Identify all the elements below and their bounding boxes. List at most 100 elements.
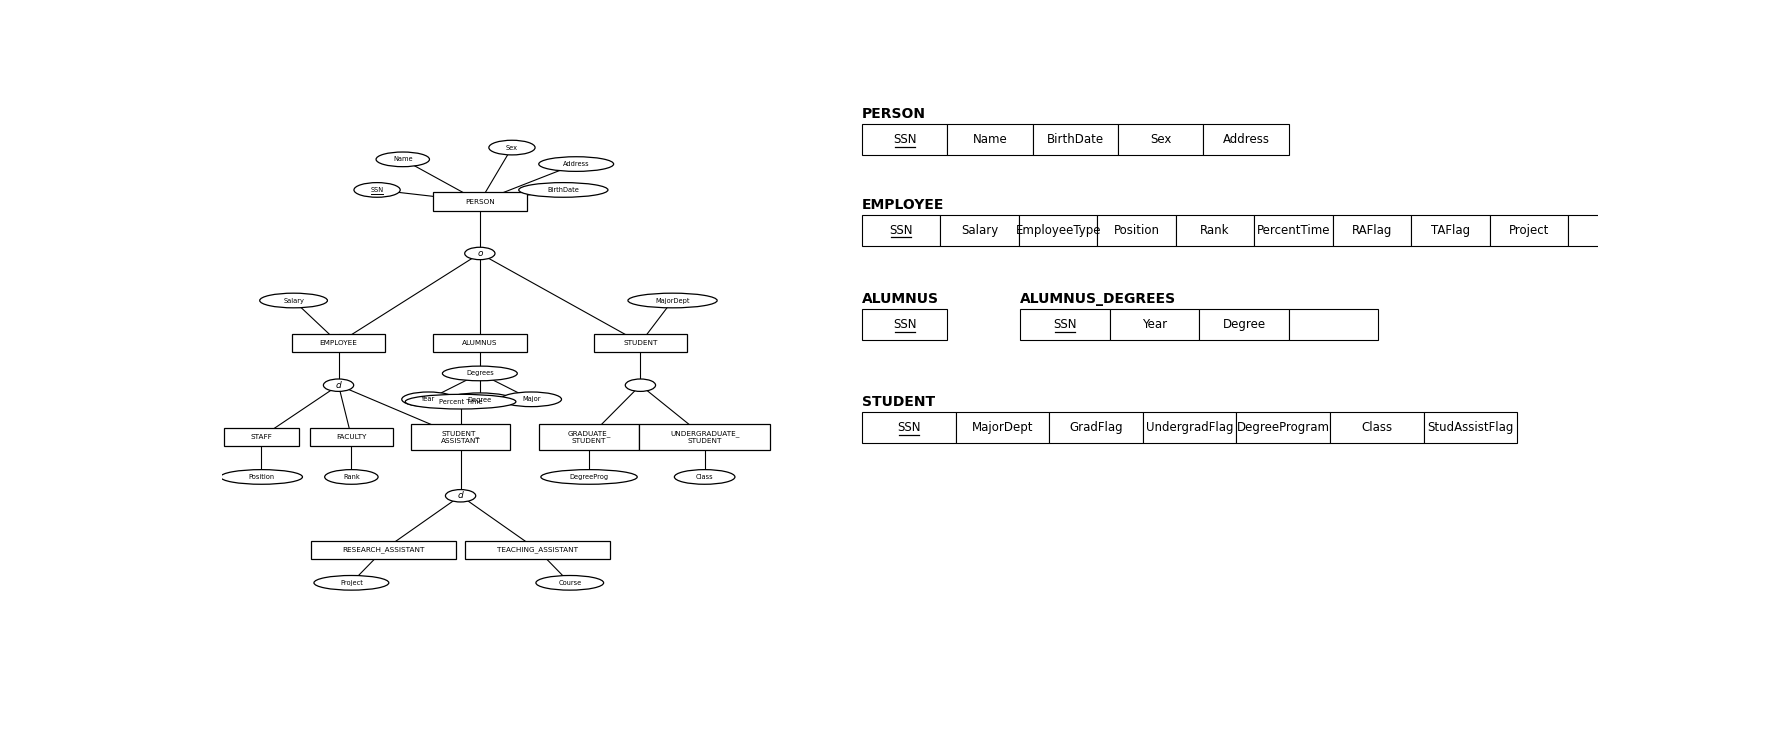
Text: PERSON: PERSON — [861, 108, 925, 122]
FancyBboxPatch shape — [311, 540, 456, 559]
Text: Rank: Rank — [343, 474, 361, 480]
Circle shape — [625, 379, 655, 392]
Ellipse shape — [501, 392, 561, 407]
Text: Year: Year — [421, 396, 435, 403]
Bar — [1204, 124, 1289, 155]
Ellipse shape — [675, 470, 735, 485]
FancyBboxPatch shape — [593, 334, 687, 352]
Text: Position: Position — [249, 474, 275, 480]
FancyBboxPatch shape — [639, 425, 771, 449]
Ellipse shape — [519, 182, 607, 197]
Circle shape — [465, 247, 496, 260]
Text: EMPLOYEE: EMPLOYEE — [861, 198, 945, 212]
FancyBboxPatch shape — [540, 425, 639, 449]
Circle shape — [446, 490, 476, 502]
Bar — [1019, 214, 1098, 246]
Ellipse shape — [220, 470, 302, 485]
Bar — [1050, 412, 1142, 443]
Ellipse shape — [538, 157, 614, 171]
Text: EmployeeType: EmployeeType — [1016, 224, 1101, 236]
Text: Year: Year — [1142, 318, 1167, 331]
Bar — [861, 124, 947, 155]
Text: UNDERGRADUATE_
STUDENT: UNDERGRADUATE_ STUDENT — [670, 430, 739, 444]
Text: SSN: SSN — [893, 133, 916, 146]
Text: StudAssistFlag: StudAssistFlag — [1428, 421, 1513, 434]
Bar — [1490, 214, 1568, 246]
FancyBboxPatch shape — [311, 427, 392, 447]
Ellipse shape — [377, 152, 430, 167]
Ellipse shape — [314, 575, 389, 590]
Text: EMPLOYEE: EMPLOYEE — [320, 340, 357, 346]
Bar — [1142, 412, 1236, 443]
Text: Project: Project — [339, 580, 362, 586]
Ellipse shape — [259, 294, 327, 308]
Text: Major: Major — [522, 396, 540, 403]
Text: FACULTY: FACULTY — [336, 434, 366, 440]
Bar — [1254, 214, 1332, 246]
Bar — [861, 309, 947, 340]
Ellipse shape — [325, 470, 378, 485]
Text: SSN: SSN — [1053, 318, 1076, 331]
FancyBboxPatch shape — [224, 427, 300, 447]
Ellipse shape — [405, 395, 515, 409]
Bar — [1176, 214, 1254, 246]
Ellipse shape — [442, 366, 517, 381]
Text: Position: Position — [1114, 224, 1160, 236]
Text: SSN: SSN — [893, 318, 916, 331]
Bar — [947, 124, 1032, 155]
Text: Course: Course — [558, 580, 581, 586]
Text: Salary: Salary — [961, 224, 998, 236]
Text: Sex: Sex — [506, 145, 519, 151]
Text: PERSON: PERSON — [465, 198, 496, 205]
Bar — [1412, 214, 1490, 246]
Ellipse shape — [401, 392, 455, 407]
Text: MajorDept: MajorDept — [655, 297, 689, 304]
Text: Class: Class — [1360, 421, 1392, 434]
Text: Rank: Rank — [1201, 224, 1229, 236]
Bar — [1019, 309, 1110, 340]
Text: RESEARCH_ASSISTANT: RESEARCH_ASSISTANT — [343, 547, 424, 553]
Text: DegreeProgram: DegreeProgram — [1236, 421, 1330, 434]
Text: SSN: SSN — [890, 224, 913, 236]
Bar — [1424, 412, 1517, 443]
Text: Address: Address — [1222, 133, 1270, 146]
Text: GRADUATE_
STUDENT: GRADUATE_ STUDENT — [567, 430, 611, 444]
Ellipse shape — [353, 182, 400, 197]
Text: ALUMNUS_DEGREES: ALUMNUS_DEGREES — [1019, 291, 1176, 306]
Text: Name: Name — [973, 133, 1007, 146]
Text: d: d — [336, 381, 341, 389]
Bar — [1332, 214, 1412, 246]
Text: o: o — [478, 249, 483, 258]
Bar — [1119, 124, 1204, 155]
Text: STUDENT: STUDENT — [861, 395, 936, 409]
Text: SSN: SSN — [897, 421, 920, 434]
Text: STUDENT: STUDENT — [623, 340, 657, 346]
Text: Name: Name — [392, 157, 412, 163]
Text: BirthDate: BirthDate — [1046, 133, 1105, 146]
Text: STAFF: STAFF — [250, 434, 272, 440]
Text: BirthDate: BirthDate — [547, 187, 579, 193]
Text: TEACHING_ASSISTANT: TEACHING_ASSISTANT — [497, 547, 579, 553]
Bar — [1199, 309, 1289, 340]
Bar — [1236, 412, 1330, 443]
Text: ALUMNUS: ALUMNUS — [861, 291, 940, 306]
FancyBboxPatch shape — [433, 193, 527, 211]
FancyBboxPatch shape — [433, 334, 527, 352]
Bar — [1289, 309, 1378, 340]
Text: d: d — [458, 491, 464, 500]
Text: RAFlag: RAFlag — [1352, 224, 1392, 236]
Text: Degree: Degree — [467, 397, 492, 403]
Text: Percent Time: Percent Time — [439, 399, 483, 405]
Ellipse shape — [446, 393, 513, 408]
Text: Project: Project — [1508, 224, 1549, 236]
Text: STUDENT_
ASSISTANT: STUDENT_ ASSISTANT — [440, 430, 481, 444]
Ellipse shape — [629, 294, 718, 308]
FancyBboxPatch shape — [465, 540, 609, 559]
Ellipse shape — [542, 470, 638, 485]
Text: PercentTime: PercentTime — [1257, 224, 1330, 236]
Bar — [1330, 412, 1424, 443]
Text: Salary: Salary — [282, 297, 304, 304]
Bar — [861, 214, 941, 246]
Text: Class: Class — [696, 474, 714, 480]
Text: SSN: SSN — [371, 187, 384, 193]
